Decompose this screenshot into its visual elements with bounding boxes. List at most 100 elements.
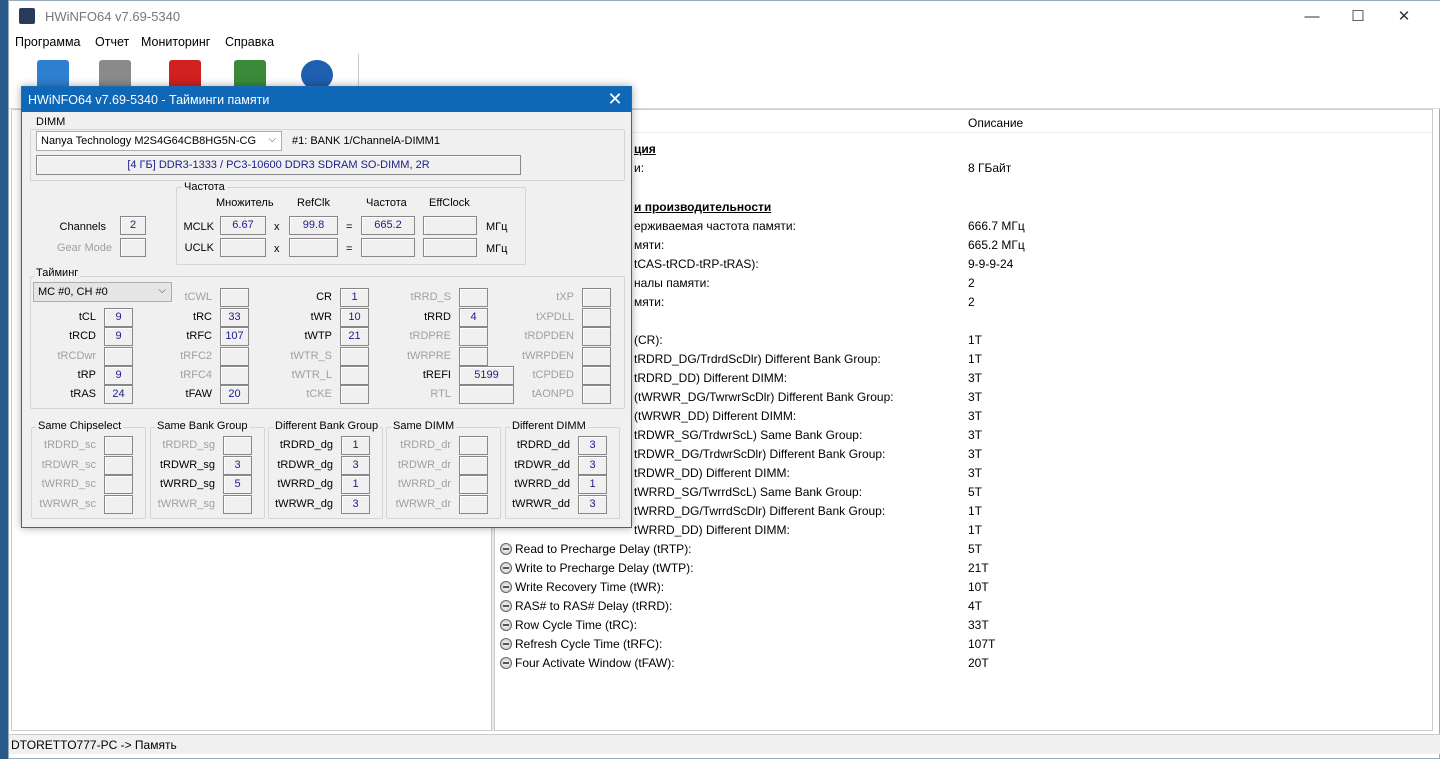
timing-value: [340, 366, 369, 385]
memory-module-icon[interactable]: [234, 60, 266, 90]
detail-label: Four Activate Window (tFAW):: [515, 656, 675, 670]
timing-value: [340, 385, 369, 404]
title-bar: HWiNFO64 v7.69-5340 — ☐ ✕: [9, 1, 1440, 32]
dialog-close-button[interactable]: ✕: [607, 89, 623, 109]
detail-row[interactable]: Read to Precharge Delay (tRTP): 5T: [495, 540, 1434, 559]
timing-label: tRAS: [70, 388, 96, 400]
timing-value: 107: [220, 327, 249, 346]
detail-row[interactable]: tRDRD_DD) Different DIMM: 3T: [495, 369, 1434, 388]
detail-row[interactable]: RAS# to RAS# Delay (tRRD): 4T: [495, 597, 1434, 616]
subgroup-timing-label: tRDWR_sc: [41, 458, 96, 471]
menu-help[interactable]: Справка: [225, 35, 275, 49]
detail-row[interactable]: Refresh Cycle Time (tRFC): 107T: [495, 635, 1434, 654]
timing-value: 9: [104, 327, 133, 346]
subgroup-timing-value: 3: [578, 436, 607, 455]
detail-row[interactable]: (tWRWR_DG/TwrwrScDlr) Different Bank Gro…: [495, 388, 1434, 407]
timing-label: tAONPD: [531, 388, 574, 400]
timing-label: tRFC2: [180, 350, 212, 362]
timing-label: tRFC: [186, 330, 212, 342]
subgroup-timing-label: tWRRD_dg: [277, 478, 333, 490]
timing-item-icon: [500, 638, 512, 650]
dialog-title-bar: HWiNFO64 v7.69-5340 - Тайминги памяти ✕: [22, 87, 631, 112]
menu-report[interactable]: Отчет: [95, 35, 130, 49]
dimm-group-label: DIMM: [34, 116, 68, 128]
detail-label: (CR):: [634, 333, 663, 347]
timing-value: [582, 347, 611, 366]
detail-label: (tWRWR_DG/TwrwrScDlr) Different Bank Gro…: [634, 390, 894, 404]
detail-row[interactable]: tWRRD_DD) Different DIMM: 1T: [495, 521, 1434, 540]
detail-row[interactable]: tRDWR_SG/TrdwrScL) Same Bank Group: 3T: [495, 426, 1434, 445]
detail-row[interactable]: Write Recovery Time (tWR): 10T: [495, 578, 1434, 597]
detail-row[interactable]: tWRRD_SG/TwrrdScL) Same Bank Group: 5T: [495, 483, 1434, 502]
mc-channel-select[interactable]: MC #0, CH #0 ⌵: [33, 282, 172, 302]
menu-monitoring[interactable]: Мониторинг: [141, 35, 211, 49]
detail-value: 5T: [968, 542, 983, 556]
detail-row[interactable]: tWRRD_DG/TwrrdScDlr) Different Bank Grou…: [495, 502, 1434, 521]
column-header-description[interactable]: Описание: [968, 116, 1024, 130]
minimize-button[interactable]: —: [1304, 8, 1320, 25]
detail-value: 3T: [968, 466, 983, 480]
detail-value: 1T: [968, 352, 983, 366]
detail-row[interactable]: ция: [495, 140, 1434, 159]
detail-row[interactable]: ерживаемая частота памяти: 666.7 МГц: [495, 217, 1434, 236]
subgroup-timing-value: [104, 436, 133, 455]
status-text: DTORETTO777-PC -> Память: [11, 738, 177, 752]
detail-row[interactable]: (tWRWR_DD) Different DIMM: 3T: [495, 407, 1434, 426]
dialog-title: HWiNFO64 v7.69-5340 - Тайминги памяти: [28, 93, 270, 107]
timing-value: [582, 288, 611, 307]
detail-value: 8 ГБайт: [968, 161, 1012, 175]
mclk-refclk: 99.8: [289, 216, 338, 235]
dimm-select[interactable]: Nanya Technology M2S4G64CB8HG5N-CG ⌵: [36, 131, 282, 151]
detail-row[interactable]: налы памяти: 2: [495, 274, 1434, 293]
subgroup-timing-value: [459, 475, 488, 494]
close-button[interactable]: ✕: [1397, 8, 1411, 25]
timing-value: [220, 366, 249, 385]
mclk-effclock: [423, 216, 477, 235]
maximize-button[interactable]: ☐: [1351, 8, 1365, 25]
detail-row[interactable]: Row Cycle Time (tRC): 33T: [495, 616, 1434, 635]
equals-sign: =: [346, 243, 353, 255]
subgroup-timing-label: tRDRD_dd: [516, 439, 570, 451]
detail-row[interactable]: Write to Precharge Delay (tWTP): 21T: [495, 559, 1434, 578]
timing-value: [459, 327, 488, 346]
detail-row[interactable]: мяти: 665.2 МГц: [495, 236, 1434, 255]
detail-value: 3T: [968, 371, 983, 385]
detail-label: ерживаемая частота памяти:: [634, 219, 796, 233]
detail-row[interactable]: (CR): 1T: [495, 331, 1434, 350]
computer-icon[interactable]: [37, 60, 69, 90]
subgroup-timing-value: 3: [341, 455, 370, 475]
detail-row[interactable]: tRDWR_DG/TrdwrScDlr) Different Bank Grou…: [495, 445, 1434, 464]
subgroup-timing-label: tWRRD_dd: [514, 478, 570, 490]
detail-row[interactable]: и производительности: [495, 198, 1434, 217]
detail-label: tRDWR_DD) Different DIMM:: [634, 466, 790, 480]
timing-value: [104, 347, 133, 366]
timing-value: 9: [104, 366, 133, 385]
uclk-label: UCLK: [184, 242, 214, 254]
dimm-group: [30, 129, 625, 181]
menu-program[interactable]: Программа: [15, 35, 81, 49]
info-icon[interactable]: [301, 60, 333, 90]
subgroup-timing-value: [459, 436, 488, 455]
timing-value: [582, 308, 611, 327]
timing-label: tCWL: [184, 291, 213, 303]
subgroup-timing-label: tRDRD_dr: [400, 439, 451, 451]
thermometer-sensors-icon[interactable]: [169, 60, 201, 90]
detail-row[interactable]: tRDRD_DG/TrdrdScDlr) Different Bank Grou…: [495, 350, 1434, 369]
detail-row[interactable]: tRDWR_DD) Different DIMM: 3T: [495, 464, 1434, 483]
channels-value: 2: [120, 216, 146, 235]
timing-label: tRRD_S: [410, 291, 451, 303]
timing-label: tCL: [78, 311, 96, 323]
timing-item-icon: [500, 600, 512, 612]
detail-row[interactable]: мяти: 2: [495, 293, 1434, 312]
detail-row[interactable]: и: 8 ГБайт: [495, 159, 1434, 178]
detail-row[interactable]: tCAS-tRCD-tRP-tRAS): 9-9-9-24: [495, 255, 1434, 274]
timing-value: [220, 347, 249, 366]
detail-label: tRDWR_DG/TrdwrScDlr) Different Bank Grou…: [634, 447, 886, 461]
detail-label: Read to Precharge Delay (tRTP):: [515, 542, 692, 556]
detail-row[interactable]: Four Activate Window (tFAW): 20T: [495, 654, 1434, 673]
floppy-save-icon[interactable]: [99, 60, 131, 90]
timing-label: tWTP: [304, 330, 333, 342]
detail-label: tRDWR_SG/TrdwrScL) Same Bank Group:: [634, 428, 863, 442]
detail-label: tWRRD_DG/TwrrdScDlr) Different Bank Grou…: [634, 504, 886, 518]
detail-value: 33T: [968, 618, 989, 632]
